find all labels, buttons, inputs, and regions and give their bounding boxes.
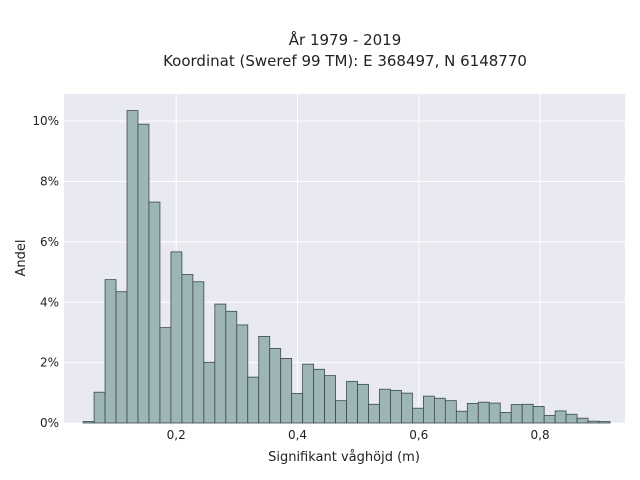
histogram-bar <box>379 388 391 424</box>
histogram-bar <box>93 391 106 424</box>
histogram-bar <box>554 410 567 424</box>
histogram-bar <box>181 274 194 424</box>
histogram-bar <box>598 421 611 424</box>
y-tick-label: 4% <box>40 295 59 309</box>
histogram-bar <box>401 392 413 424</box>
histogram-bar <box>170 251 183 424</box>
y-axis-label: Andel <box>14 240 29 277</box>
histogram-bar <box>477 401 490 424</box>
x-tick-label: 0,2 <box>167 428 186 442</box>
histogram-bar <box>412 407 424 424</box>
histogram-bar <box>82 421 95 424</box>
histogram-bar <box>148 201 161 424</box>
x-axis-ticks: 0,2 0,4 0,6 0,8 <box>167 428 550 442</box>
histogram-bar <box>521 403 534 424</box>
histogram-bar <box>137 123 150 424</box>
x-tick-label: 0,4 <box>288 428 307 442</box>
histogram-bar <box>115 291 128 424</box>
histogram-bar <box>225 310 238 424</box>
histogram-bar <box>357 383 369 424</box>
histogram-bar <box>565 413 578 424</box>
x-axis-label: Signifikant våghöjd (m) <box>268 450 420 465</box>
histogram-bar <box>126 110 139 424</box>
histogram-bar <box>236 324 249 424</box>
histogram-bar <box>499 412 512 424</box>
histogram-bar <box>576 417 589 424</box>
histogram-bar <box>313 368 326 424</box>
y-tick-label: 2% <box>40 356 59 370</box>
histogram-bar <box>104 279 117 424</box>
histogram-bar <box>247 376 260 424</box>
histogram-bar <box>214 303 227 424</box>
histogram-bar <box>203 361 216 424</box>
y-tick-label: 8% <box>40 175 59 189</box>
chart-subtitle: Koordinat (Sweref 99 TM): E 368497, N 61… <box>163 52 527 70</box>
histogram-bar <box>291 393 304 424</box>
histogram-bar <box>433 397 446 424</box>
histogram-bar <box>444 400 457 424</box>
histogram-bar <box>192 281 205 424</box>
histogram-bar <box>587 420 600 424</box>
histogram-bar <box>269 348 282 424</box>
histogram-bar <box>258 335 271 424</box>
y-tick-label: 6% <box>40 235 59 249</box>
histogram-bar <box>488 402 501 424</box>
histogram-bar <box>532 405 545 424</box>
histogram-bar <box>368 403 380 424</box>
histogram-bar <box>159 327 172 424</box>
histogram-bar <box>423 395 435 424</box>
histogram-bar <box>455 410 468 424</box>
x-tick-label: 0,8 <box>531 428 550 442</box>
chart-title: År 1979 - 2019 <box>289 30 402 49</box>
histogram-bar <box>324 375 336 424</box>
histogram-bar <box>543 415 556 424</box>
histogram-bar <box>302 363 315 424</box>
y-tick-label: 10% <box>32 114 59 128</box>
y-tick-label: 0% <box>40 416 59 430</box>
histogram-bar <box>346 380 358 424</box>
histogram-bar <box>466 402 479 424</box>
histogram-bar <box>390 390 402 424</box>
bars <box>82 110 611 424</box>
histogram-bar <box>510 404 523 424</box>
x-tick-label: 0,6 <box>409 428 428 442</box>
histogram-bar <box>335 400 347 424</box>
histogram-bar <box>280 358 293 424</box>
y-axis-ticks: 0% 2% 4% 6% 8% 10% <box>32 114 59 430</box>
